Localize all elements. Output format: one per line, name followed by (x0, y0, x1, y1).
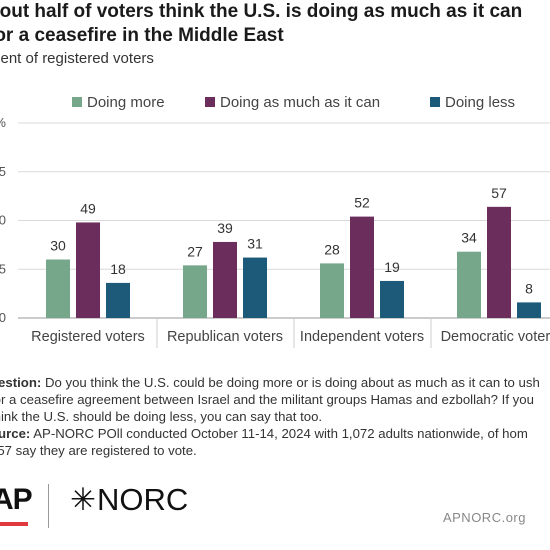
norc-star-icon: ✳ (70, 482, 96, 517)
bar (320, 263, 344, 318)
legend-swatch (72, 97, 82, 107)
bar-value-label: 49 (80, 200, 96, 216)
bar-value-label: 34 (461, 230, 477, 246)
logo-divider (48, 484, 49, 528)
legend-swatch (205, 97, 215, 107)
bar (517, 302, 541, 318)
bar-value-label: 57 (491, 185, 507, 201)
legend-swatch (430, 97, 440, 107)
x-tick-label: Independent voters (300, 329, 424, 345)
website-link[interactable]: APNORC.org (442, 510, 526, 525)
bar-value-label: 28 (324, 241, 340, 257)
chart-subtitle: rcent of registered voters (0, 50, 154, 67)
bar (243, 257, 267, 318)
bar-value-label: 52 (354, 195, 370, 211)
norc-logo: ✳NORC (70, 482, 188, 518)
bar-value-label: 27 (187, 243, 203, 259)
norc-logo-text: NORC (96, 482, 189, 517)
bar (76, 222, 100, 318)
y-tick-label: 0 (0, 213, 6, 228)
legend-label: Doing as much as it can (220, 94, 380, 111)
source-text: AP-NORC POll conducted October 11-14, 20… (0, 426, 528, 458)
bar-value-label: 39 (217, 220, 233, 236)
footnote: uestion: Do you think the U.S. could be … (0, 374, 550, 459)
chart-title: bout half of voters think the U.S. is do… (0, 1, 523, 46)
ap-logo: AP (0, 483, 33, 516)
x-tick-label: Republican voters (167, 329, 283, 345)
legend-label: Doing more (87, 94, 165, 111)
legend-label: Doing less (445, 94, 515, 111)
x-tick-label: Registered voters (31, 329, 145, 345)
bar-value-label: 19 (384, 259, 400, 275)
bar (183, 265, 207, 318)
bar-value-label: 18 (110, 261, 126, 277)
bar-value-label: 31 (247, 236, 263, 252)
bar-value-label: 8 (525, 280, 533, 296)
ap-logo-underline (0, 522, 28, 526)
y-tick-label: 0 % (0, 115, 6, 130)
bar (457, 251, 481, 318)
bar-value-label: 30 (50, 238, 66, 254)
bar (350, 216, 374, 318)
x-tick-label: Democratic voters (441, 329, 550, 345)
y-tick-label: 5 (0, 261, 6, 276)
y-tick-label: 5 (0, 164, 6, 179)
bar-chart: Doing more Doing as much as it can Doing l… (0, 94, 550, 348)
bar (380, 280, 404, 318)
bar (46, 259, 70, 318)
bar (487, 206, 511, 318)
question-text: Do you think the U.S. could be doing mor… (0, 375, 540, 424)
bar (213, 241, 237, 318)
source-label: ource: (0, 426, 31, 441)
bar (106, 282, 130, 318)
question-label: uestion: (0, 375, 42, 390)
y-tick-label: 0 (0, 310, 6, 325)
